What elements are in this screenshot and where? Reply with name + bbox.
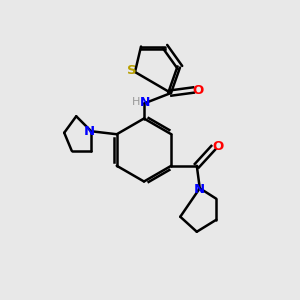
Text: S: S	[127, 64, 136, 77]
Text: N: N	[84, 125, 95, 138]
Text: O: O	[192, 83, 204, 97]
Text: N: N	[140, 95, 151, 109]
Text: N: N	[194, 183, 205, 196]
Text: H: H	[131, 97, 140, 107]
Text: O: O	[212, 140, 224, 153]
